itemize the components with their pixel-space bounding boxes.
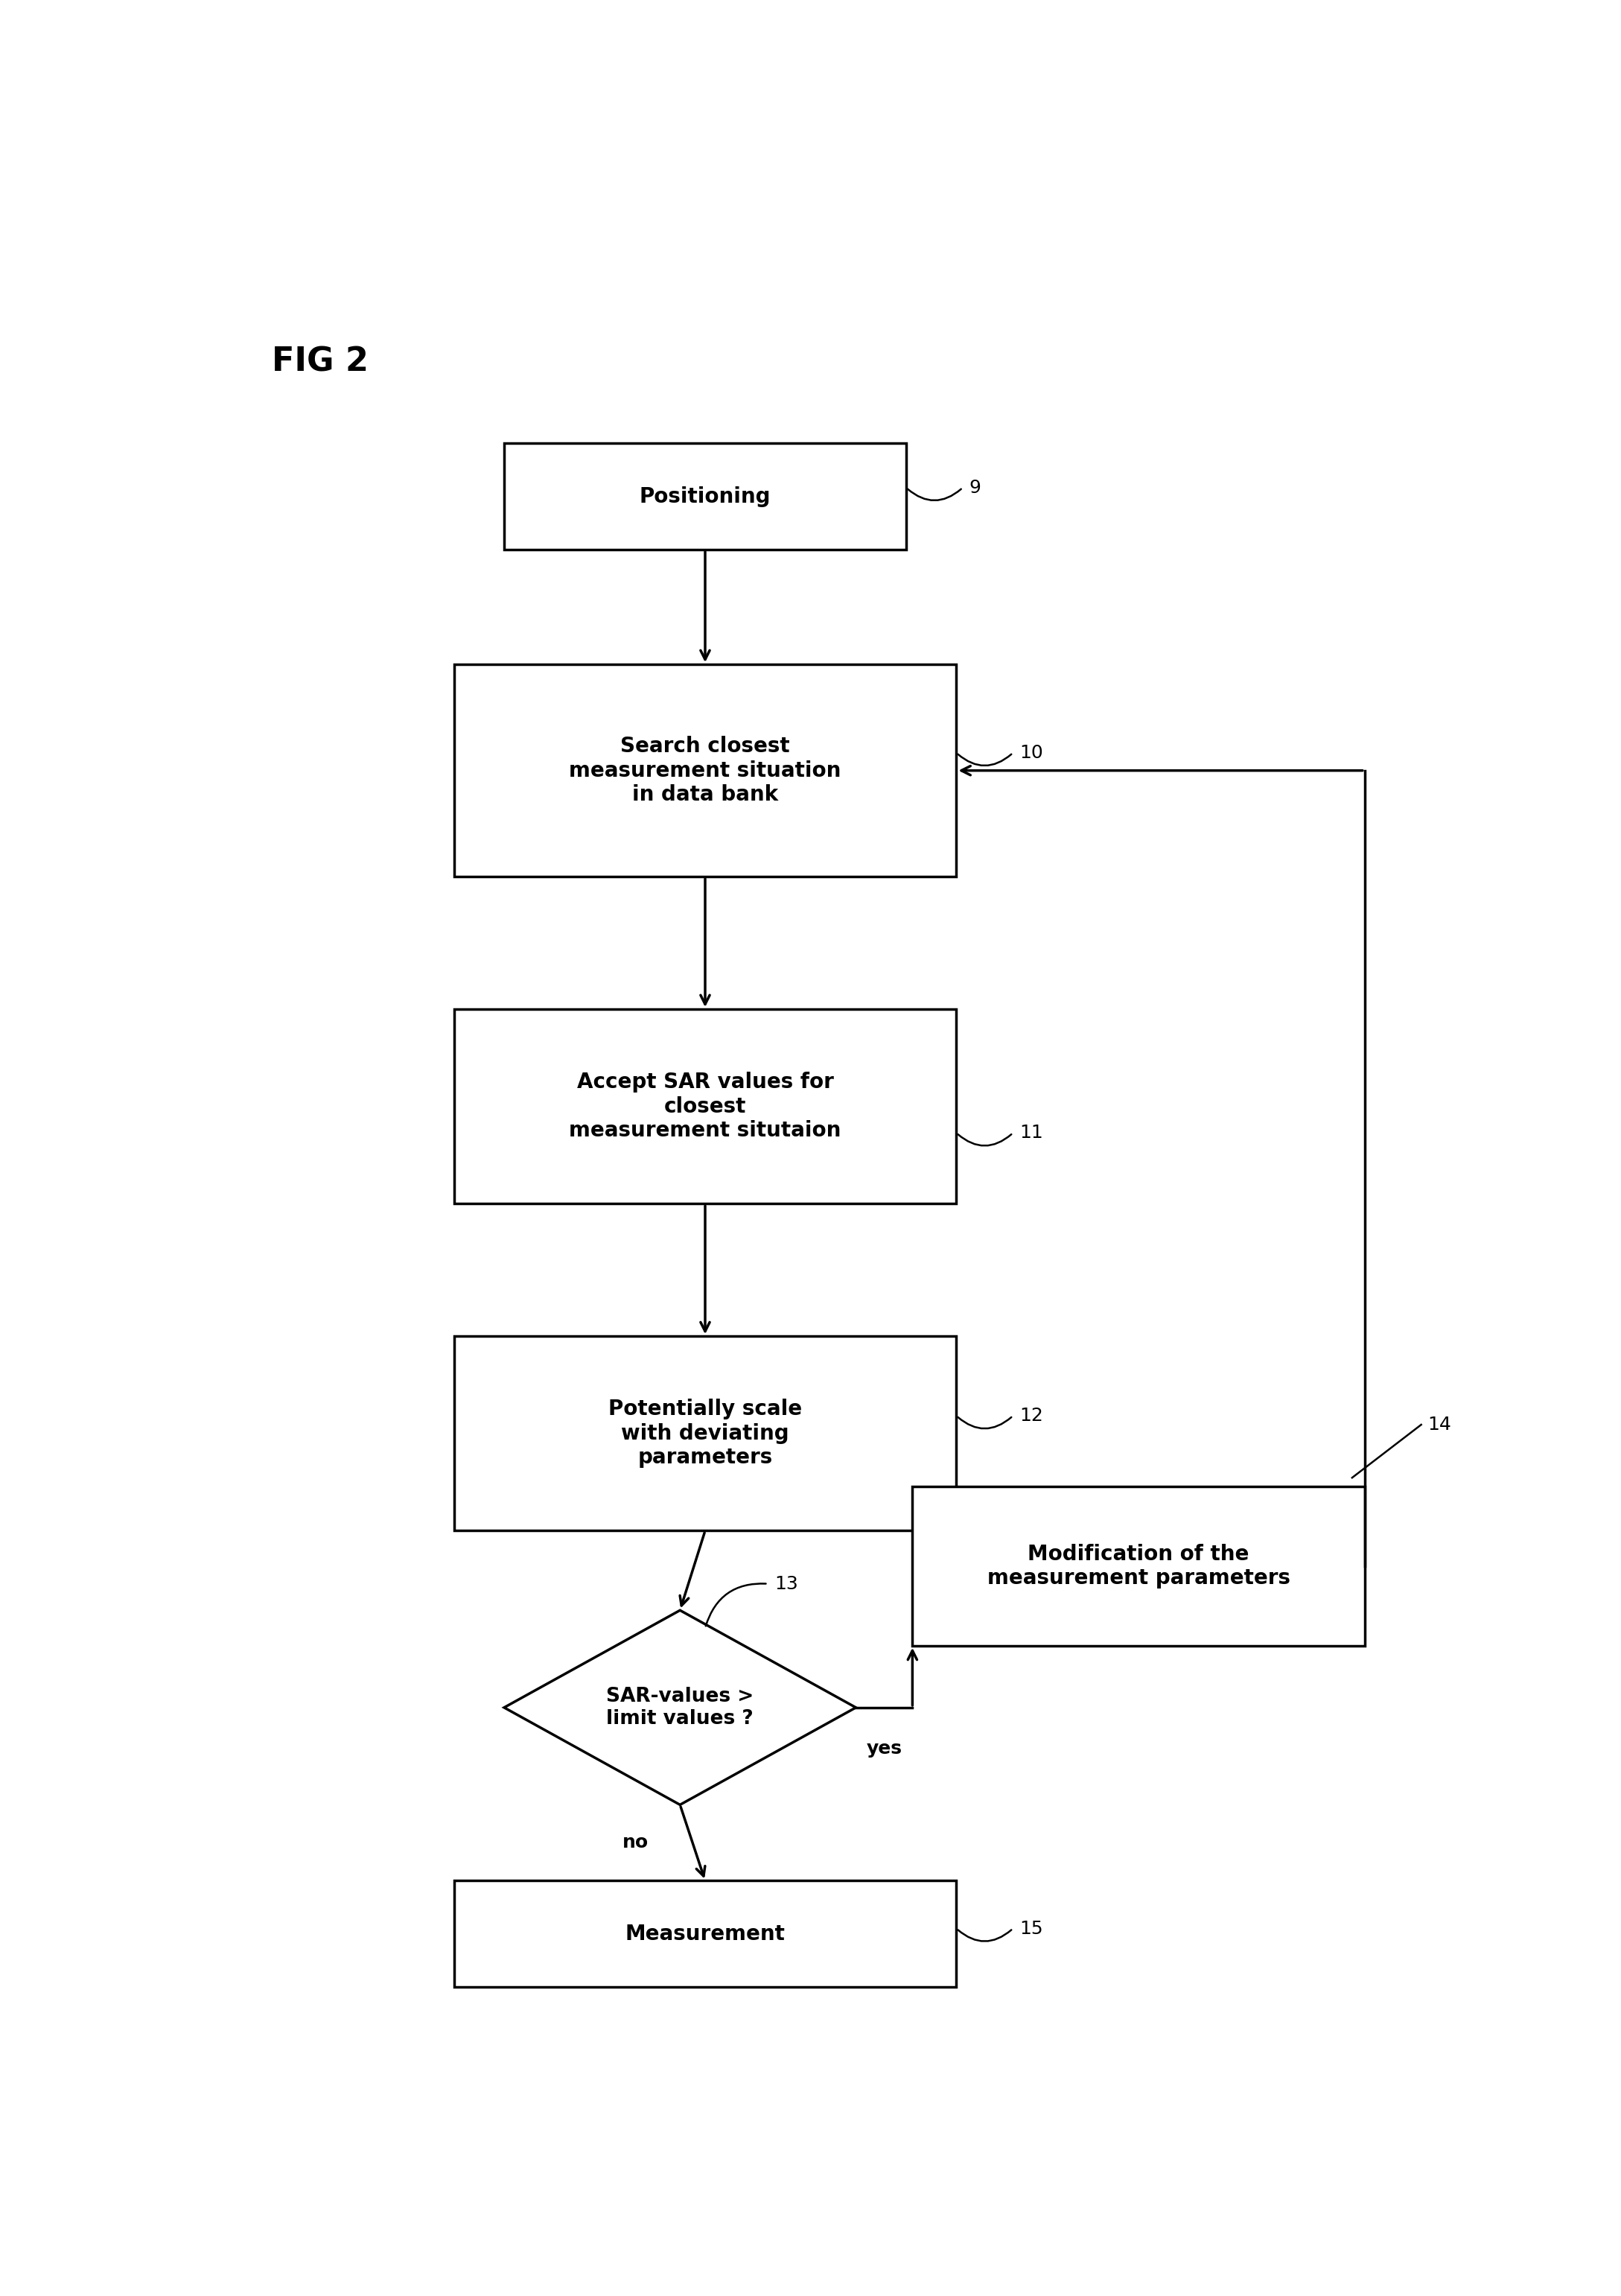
- Bar: [454, 664, 956, 877]
- Text: 12: 12: [1020, 1407, 1042, 1426]
- Text: Modification of the
measurement parameters: Modification of the measurement paramete…: [987, 1543, 1290, 1589]
- Text: 14: 14: [1428, 1417, 1451, 1433]
- Text: SAR-values >
limit values ?: SAR-values > limit values ?: [606, 1688, 754, 1729]
- Bar: [454, 1010, 956, 1203]
- Text: Measurement: Measurement: [626, 1924, 785, 1945]
- Text: 11: 11: [1020, 1125, 1042, 1141]
- Text: Search closest
measurement situation
in data bank: Search closest measurement situation in …: [569, 737, 841, 806]
- Bar: [913, 1486, 1365, 1646]
- Text: 13: 13: [775, 1575, 798, 1593]
- Bar: [504, 443, 906, 549]
- Bar: [454, 1336, 956, 1531]
- Text: 9: 9: [969, 480, 981, 496]
- Text: Accept SAR values for
closest
measurement situtaion: Accept SAR values for closest measuremen…: [569, 1072, 841, 1141]
- Polygon shape: [504, 1609, 856, 1805]
- Text: no: no: [622, 1835, 648, 1851]
- Text: FIG 2: FIG 2: [272, 347, 368, 379]
- Bar: [454, 1880, 956, 1986]
- Text: Positioning: Positioning: [639, 487, 772, 507]
- Text: 15: 15: [1020, 1919, 1042, 1938]
- Text: 10: 10: [1020, 744, 1042, 762]
- Text: Potentially scale
with deviating
parameters: Potentially scale with deviating paramet…: [608, 1398, 802, 1467]
- Text: yes: yes: [866, 1740, 901, 1756]
